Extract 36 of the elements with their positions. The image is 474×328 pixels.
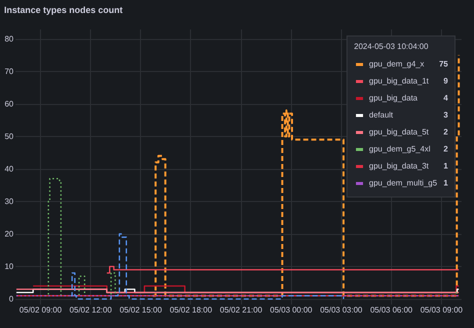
- y-tick-label: 20: [4, 229, 14, 238]
- legend-title: 2024-05-03 10:04:00: [354, 42, 429, 51]
- legend-label: gpu_dem_g5_4xl: [369, 144, 431, 154]
- legend-label: gpu_big_data_3t: [369, 162, 430, 170]
- x-tick-label: 05/02 18:00: [170, 306, 213, 314]
- x-tick-label: 05/03 06:00: [370, 306, 414, 314]
- y-tick-label: 60: [4, 99, 14, 108]
- chart-title: Instance types nodes count: [4, 5, 123, 15]
- y-tick-label: 80: [4, 34, 14, 44]
- y-tick-label: 50: [4, 132, 14, 141]
- x-tick-label: 05/03 00:00: [270, 306, 313, 314]
- annotation: 4: [444, 94, 449, 103]
- annotation: 1: [444, 178, 449, 188]
- annotation: 2: [444, 144, 449, 154]
- legend-label: gpu_big_data: [369, 94, 418, 102]
- legend-label: gpu_dem_multi_g5: [369, 178, 438, 188]
- x-tick-label: 05/02 15:00: [120, 306, 162, 314]
- legend-label: gpu_big_data_5t: [369, 128, 430, 136]
- annotation: 1: [444, 162, 449, 171]
- legend-label: default: [369, 110, 394, 120]
- legend-label: gpu_big_data_1t: [369, 76, 430, 86]
- annotation: 9: [444, 76, 449, 86]
- annotation: 3: [444, 110, 449, 120]
- x-tick-label: 05/02 09:00: [19, 306, 62, 314]
- y-tick-label: 10: [4, 262, 14, 271]
- y-tick-label: 40: [4, 164, 14, 174]
- x-tick-label: 05/03 03:00: [320, 306, 363, 314]
- annotation: 2: [444, 128, 449, 137]
- x-tick-label: 05/02 12:00: [70, 306, 112, 314]
- legend-label: gpu_dem_g4_x: [369, 60, 424, 68]
- x-tick-label: 05/02 21:00: [220, 306, 263, 314]
- y-tick-label: 30: [4, 196, 14, 206]
- annotation: 75: [439, 60, 449, 69]
- y-tick-label: 0: [9, 294, 14, 304]
- y-tick-label: 70: [4, 66, 14, 76]
- x-tick-label: 05/03 09:00: [420, 306, 464, 314]
